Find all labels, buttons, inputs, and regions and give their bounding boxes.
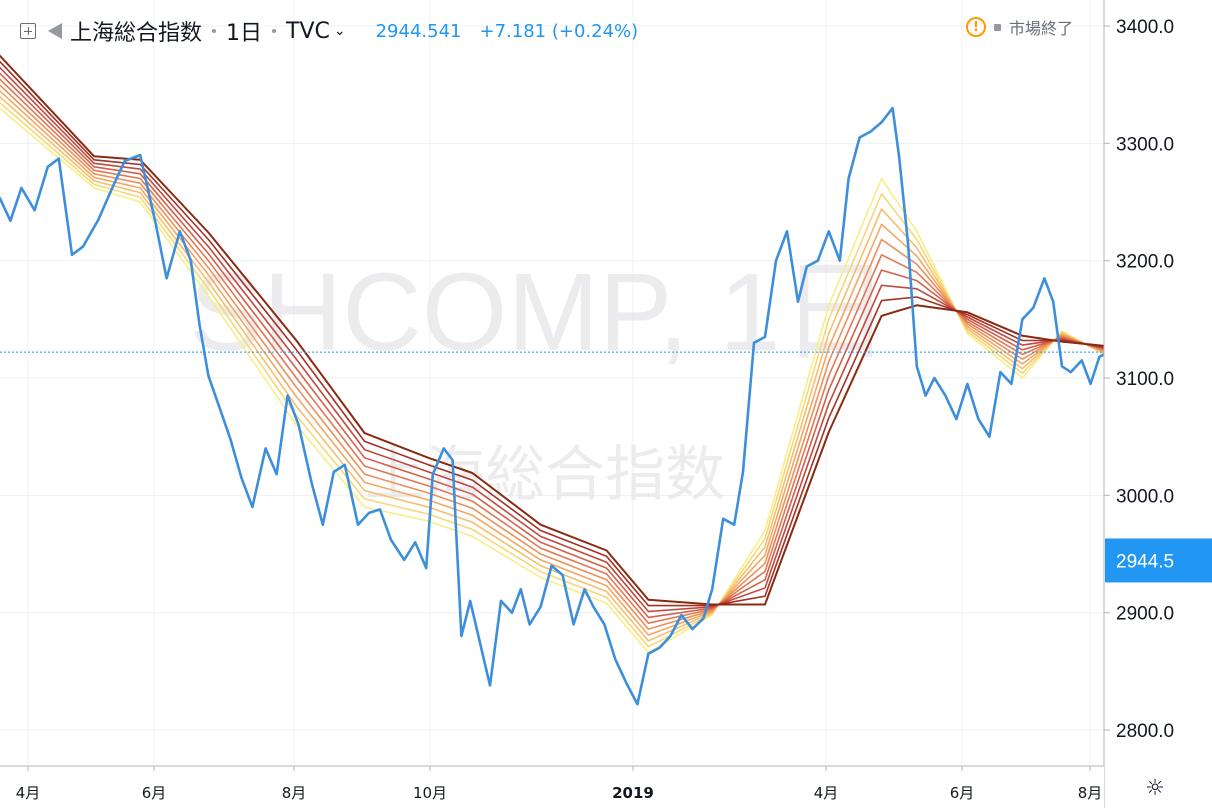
y-tick-label: 3000.0 [1116,486,1174,507]
symbol-legend: 上海総合指数 1日 TVC ⌄ 2944.541 +7.181 (+0.24%) [20,14,638,48]
status-dot [994,23,1001,31]
price-line-layer [0,106,1109,706]
price-change: +7.181 (+0.24%) [479,20,639,42]
y-tick-label: 3400.0 [1116,17,1174,38]
x-tick-label: 4月 [814,784,839,802]
x-tick-label: 8月 [1078,784,1103,802]
flag-icon[interactable] [48,23,62,39]
separator-dot [272,29,277,33]
x-tick-label: 2019 [612,784,654,802]
chevron-down-icon[interactable]: ⌄ [333,23,346,39]
market-status[interactable]: ! 市場終了 [966,14,1073,40]
axis-corner [1105,767,1212,808]
exchange-label[interactable]: TVC [286,18,330,44]
interval-label[interactable]: 1日 [226,21,263,46]
y-tick-label: 2900.0 [1116,604,1174,625]
price-line[interactable] [0,106,1109,706]
price-axis[interactable] [1104,0,1212,808]
time-axis[interactable] [0,766,1104,808]
x-tick-label: 6月 [950,784,975,802]
current-price-label [1105,538,1212,583]
y-tick-label: 2800.0 [1116,721,1174,742]
separator-dot [212,29,217,33]
current-price-text: 2944.5 [1116,551,1174,572]
x-tick-label: 8月 [282,784,307,802]
x-tick-label: 4月 [16,784,41,802]
ribbon-line-10 [0,54,1109,606]
y-tick-label: 3200.0 [1116,252,1174,273]
y-tick-label: 3300.0 [1116,134,1174,155]
ribbon-lines [0,54,1109,654]
y-tick-label: 3100.0 [1116,369,1174,390]
warning-icon[interactable]: ! [966,17,986,37]
x-tick-label: 6月 [142,784,167,802]
symbol-name[interactable]: 上海総合指数 [70,21,203,46]
gear-icon[interactable]: ☼ [1145,776,1165,801]
watermark-symbol: SHCOMP, 1日 [190,251,891,374]
last-price: 2944.541 [375,20,462,42]
market-status-text: 市場終了 [1009,19,1074,38]
x-tick-label: 10月 [413,784,447,802]
plus-square-icon[interactable] [20,23,36,39]
